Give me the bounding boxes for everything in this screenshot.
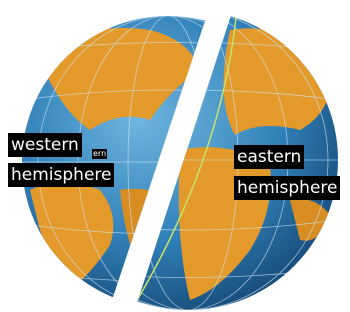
- label-note: ern: [92, 149, 107, 159]
- label-line: hemisphere: [234, 176, 340, 200]
- label-line: western: [8, 133, 82, 157]
- page: western ern hemisphere eastern hemispher…: [0, 0, 350, 312]
- label-line: eastern: [234, 145, 304, 169]
- label-line: hemisphere: [8, 163, 114, 187]
